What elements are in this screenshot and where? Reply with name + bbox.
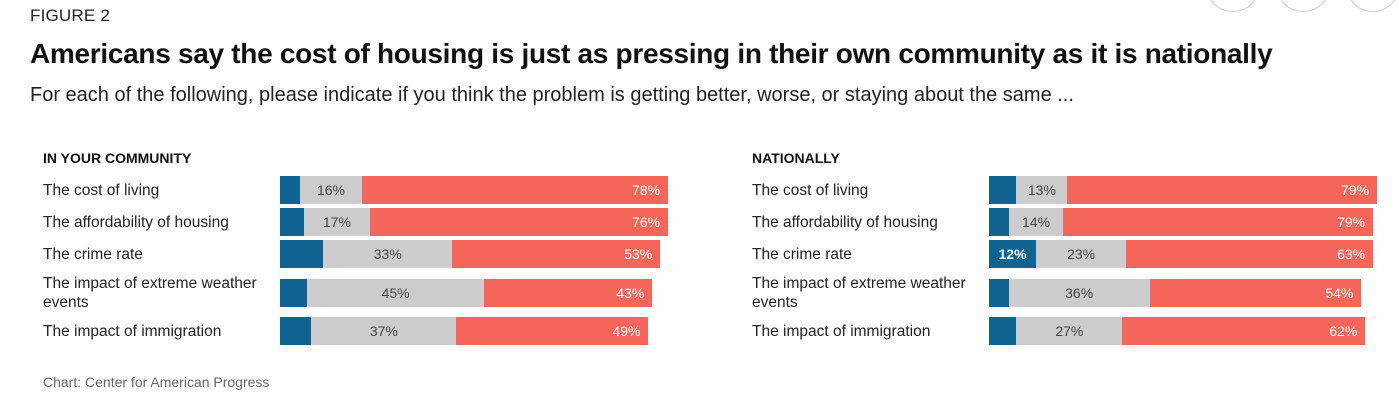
- bar-worse: [1122, 317, 1366, 345]
- bar-same: [1016, 176, 1068, 204]
- row-label: The crime rate: [752, 245, 852, 263]
- bar-worse: [370, 208, 669, 236]
- data-label-worse: 79%: [1341, 182, 1370, 198]
- bar-better: [280, 240, 324, 268]
- bar-worse: [362, 176, 669, 204]
- data-label-worse: 76%: [632, 214, 661, 230]
- source-note: Chart: Center for American Progress: [43, 374, 270, 390]
- row-label: The crime rate: [43, 245, 143, 263]
- bar-same: [307, 279, 484, 307]
- data-label-same: 23%: [1067, 246, 1096, 262]
- data-label-better: 12%: [998, 246, 1027, 262]
- data-label-worse: 78%: [632, 182, 661, 198]
- data-label-same: 37%: [369, 323, 398, 339]
- bar-worse: [1063, 208, 1374, 236]
- chart-title: Americans say the cost of housing is jus…: [30, 38, 1273, 69]
- bar-better: [989, 279, 1009, 307]
- bar-better: [280, 317, 312, 345]
- bar-worse: [456, 317, 649, 345]
- data-label-worse: 43%: [616, 285, 645, 301]
- data-label-same: 36%: [1065, 285, 1094, 301]
- row-label: The impact of immigration: [43, 322, 222, 340]
- bar-better: [989, 317, 1017, 345]
- bar-same: [1008, 279, 1150, 307]
- bar-same: [1036, 240, 1127, 268]
- share-circle-3[interactable]: [1346, 0, 1399, 12]
- bar-same: [1008, 208, 1064, 236]
- bar-same: [299, 176, 363, 204]
- bar-worse: [452, 240, 661, 268]
- bar-same: [311, 317, 457, 345]
- row-label: The cost of living: [43, 181, 160, 199]
- data-label-same: 45%: [381, 285, 410, 301]
- data-label-same: 14%: [1022, 214, 1051, 230]
- data-label-worse: 53%: [624, 246, 653, 262]
- chart-subtitle: For each of the following, please indica…: [30, 84, 1074, 106]
- data-label-worse: 54%: [1325, 285, 1354, 301]
- data-label-same: 17%: [322, 214, 351, 230]
- row-label: The cost of living: [752, 181, 869, 199]
- bar-better: [989, 176, 1017, 204]
- data-label-same: 13%: [1027, 182, 1056, 198]
- panel-heading: NATIONALLY: [752, 150, 840, 166]
- bar-worse: [1126, 240, 1374, 268]
- row-label: The affordability of housing: [43, 213, 229, 231]
- data-label-same: 16%: [316, 182, 345, 198]
- bar-better: [989, 240, 1037, 268]
- data-label-worse: 79%: [1337, 214, 1366, 230]
- data-label-worse: 49%: [612, 323, 641, 339]
- bar-better: [989, 208, 1009, 236]
- bar-better: [280, 279, 308, 307]
- share-circle-1[interactable]: [1206, 0, 1260, 12]
- chart-panel-community: IN YOUR COMMUNITY The cost of living 16% 78…: [43, 148, 693, 348]
- bar-same: [323, 240, 453, 268]
- data-label-worse: 62%: [1329, 323, 1358, 339]
- row-label: The impact of extreme weather events: [43, 275, 257, 311]
- data-label-same: 33%: [373, 246, 402, 262]
- data-label-same: 27%: [1055, 323, 1084, 339]
- figure-label: FIGURE 2: [30, 6, 111, 25]
- bar-worse: [1067, 176, 1378, 204]
- row-label: The impact of extreme weather events: [752, 275, 966, 311]
- row-label: The affordability of housing: [752, 213, 938, 231]
- bar-better: [280, 208, 304, 236]
- data-label-worse: 63%: [1337, 246, 1366, 262]
- share-circle-2[interactable]: [1276, 0, 1330, 12]
- bar-worse: [483, 279, 653, 307]
- panel-heading: IN YOUR COMMUNITY: [43, 150, 192, 166]
- bar-better: [280, 176, 300, 204]
- row-label: The impact of immigration: [752, 322, 931, 340]
- bar-worse: [1149, 279, 1362, 307]
- bar-same: [1016, 317, 1123, 345]
- bar-same: [303, 208, 371, 236]
- chart-panel-nationally: NATIONALLY The cost of living 13% 79% The af…: [752, 148, 1399, 348]
